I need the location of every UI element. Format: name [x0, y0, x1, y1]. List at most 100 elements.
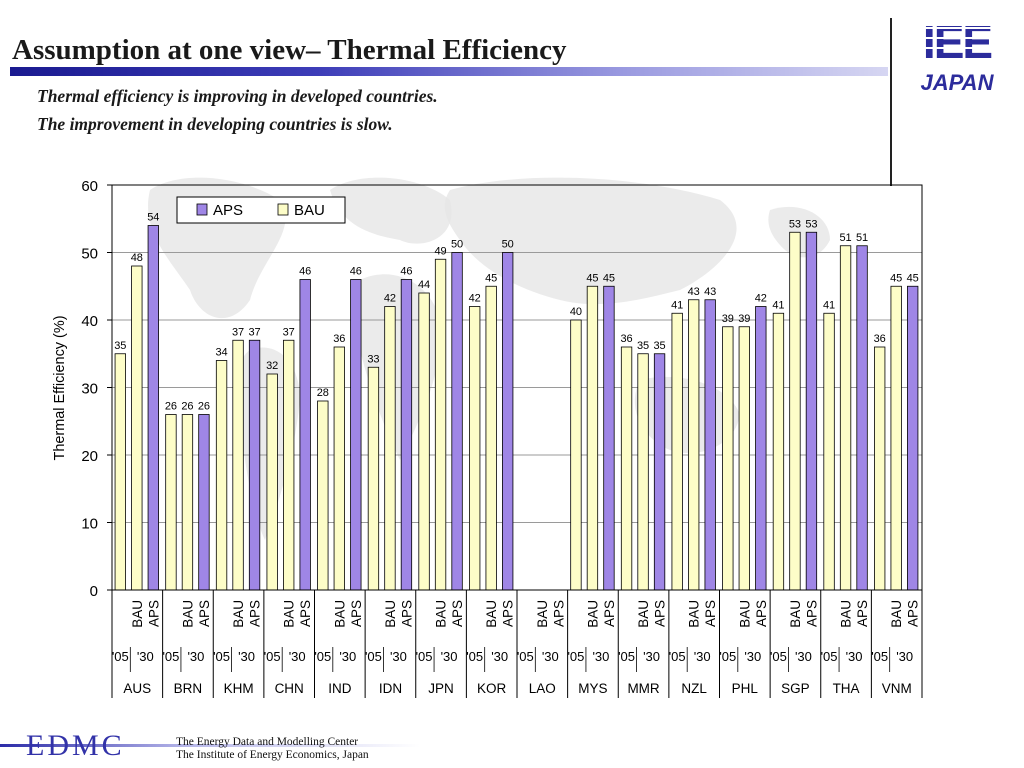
data-label: 45 [586, 272, 598, 284]
country-label: IDN [379, 681, 402, 696]
y-tick-label: 30 [81, 381, 98, 398]
y-tick-label: 40 [81, 313, 98, 330]
slot-label-aps: APS [855, 600, 870, 627]
year-label: '30 [491, 649, 508, 664]
bar-khm-aps30 [248, 339, 261, 591]
country-label: IND [328, 681, 352, 696]
bar-idn-bau05 [367, 366, 380, 591]
slot-label-aps: APS [248, 600, 263, 627]
data-label: 36 [874, 333, 886, 345]
bar-sgp-bau30 [789, 231, 801, 591]
data-label: 26 [181, 401, 193, 413]
data-label: 39 [722, 313, 734, 325]
bar-khm-bau05 [215, 360, 228, 591]
subtitle-line-1: Thermal efficiency is improving in devel… [37, 86, 438, 106]
data-label: 43 [688, 286, 700, 298]
bar-phl-bau30 [738, 326, 750, 591]
country-label: NZL [681, 681, 707, 696]
logo-bottom-text: JAPAN [921, 70, 995, 94]
slot-label-aps: APS [703, 600, 718, 627]
bar-jpn-bau30 [434, 258, 447, 591]
slot-label-aps: APS [906, 600, 921, 627]
data-label: 53 [789, 218, 801, 230]
footer-line-1: The Energy Data and Modelling Center [176, 736, 359, 748]
data-label: 35 [637, 340, 649, 352]
data-label: 36 [333, 333, 345, 345]
data-label: 45 [485, 272, 497, 284]
country-label: JPN [428, 681, 454, 696]
slot-label-bau: BAU [282, 600, 297, 628]
slot-label-aps: APS [197, 600, 212, 627]
year-label: '05 [112, 649, 129, 664]
data-label: 32 [266, 360, 278, 372]
slot-label-bau: BAU [889, 600, 904, 628]
data-label: 41 [772, 299, 784, 311]
year-label: '05 [871, 649, 888, 664]
bar-chn-aps30 [299, 279, 311, 591]
title-underline [10, 67, 888, 76]
slot-label-bau: BAU [636, 600, 651, 628]
slot-label-bau: BAU [383, 600, 398, 628]
slot-label-aps: APS [804, 600, 819, 627]
bar-aus-bau05 [114, 353, 126, 591]
data-label: 43 [704, 286, 716, 298]
bar-kor-bau30 [485, 285, 497, 591]
bar-chn-bau05 [266, 373, 278, 591]
year-label: '30 [390, 649, 407, 664]
data-label: 26 [165, 401, 177, 413]
data-label: 50 [451, 239, 463, 251]
bar-tha-aps30 [856, 245, 868, 591]
country-label: AUS [123, 681, 151, 696]
y-tick-label: 50 [81, 246, 98, 263]
bar-brn-aps30 [198, 414, 210, 591]
header-divider [890, 18, 892, 186]
year-label: '30 [289, 649, 306, 664]
data-label: 44 [418, 279, 430, 291]
slot-label-bau: BAU [535, 600, 550, 628]
bar-aus-bau30 [131, 265, 143, 591]
year-label: '30 [441, 649, 458, 664]
year-label: '05 [618, 649, 635, 664]
bar-idn-aps30 [400, 279, 413, 591]
legend-swatch-bau [277, 203, 289, 216]
bar-aus-aps30 [147, 225, 159, 591]
data-label: 42 [469, 293, 481, 305]
slot-label-bau: BAU [484, 600, 499, 628]
data-label: 42 [384, 293, 396, 305]
slot-label-aps: APS [551, 600, 566, 627]
slot-label-aps: APS [501, 600, 516, 627]
bar-nzl-aps30 [704, 299, 716, 591]
data-label: 37 [283, 326, 295, 338]
logo-top-text: IEE [923, 16, 991, 68]
footer-band [0, 744, 420, 747]
bar-tha-bau30 [839, 245, 852, 591]
bar-ind-bau05 [317, 400, 329, 591]
year-label: '05 [365, 649, 382, 664]
data-label: 26 [198, 401, 210, 413]
slot-label-aps: APS [146, 600, 161, 627]
bar-phl-aps30 [755, 306, 767, 591]
data-label: 54 [147, 212, 159, 224]
data-label: 35 [114, 340, 126, 352]
y-axis-label: Thermal Efficiency (%) [51, 315, 68, 460]
slot-label-aps: APS [602, 600, 617, 627]
bar-vnm-bau30 [890, 285, 902, 591]
thermal-efficiency-chart: 0 10 20 30 40 50 60 Thermal Efficiency (%) 35 48 5… [51, 177, 923, 698]
bar-ind-aps30 [350, 279, 362, 591]
bar-phl-bau05 [722, 326, 734, 591]
bar-brn-bau05 [165, 414, 177, 591]
data-label: 46 [400, 266, 412, 278]
data-label: 46 [299, 266, 311, 278]
country-label: SGP [781, 681, 810, 696]
bar-kor-bau05 [469, 306, 481, 591]
bar-mmr-aps30 [653, 353, 666, 591]
slot-label-bau: BAU [839, 600, 854, 628]
slide-title: Assumption at one view– Thermal Efficien… [12, 34, 567, 66]
year-label: '05 [264, 649, 281, 664]
year-label: '30 [795, 649, 812, 664]
data-label: 46 [350, 266, 362, 278]
subtitle-line-2: The improvement in developing countries … [37, 114, 393, 134]
data-label: 33 [367, 353, 379, 365]
data-label: 36 [620, 333, 632, 345]
data-label: 40 [570, 306, 582, 318]
